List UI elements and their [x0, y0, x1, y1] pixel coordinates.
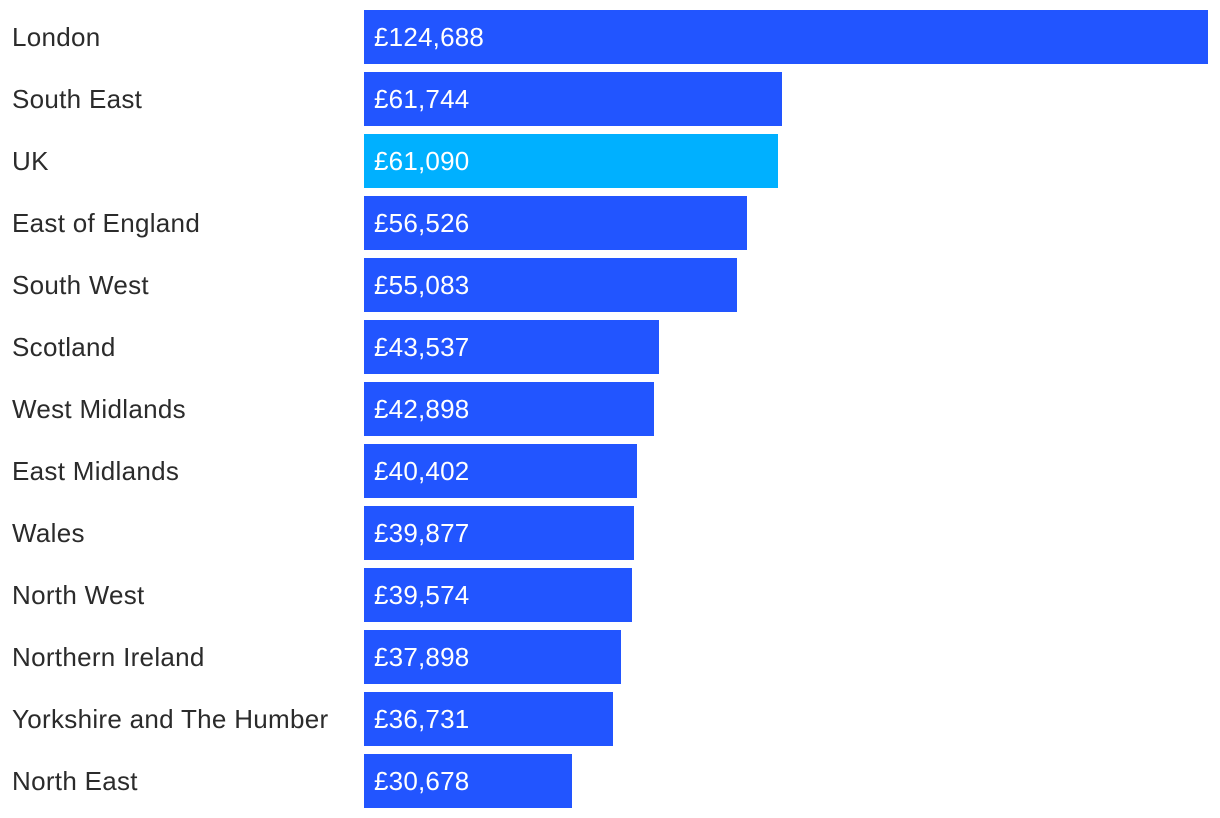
bar-value-label: £37,898: [374, 642, 470, 672]
category-label: South West: [12, 270, 149, 300]
category-label: Northern Ireland: [12, 642, 205, 672]
bar: [364, 382, 654, 436]
bar-value-label: £30,678: [374, 766, 470, 796]
category-label: South East: [12, 84, 143, 114]
bar-value-label: £124,688: [374, 22, 485, 52]
bar: [364, 444, 637, 498]
category-label: North East: [12, 766, 138, 796]
bar-value-label: £61,090: [374, 146, 470, 176]
bar-value-label: £61,744: [374, 84, 470, 114]
bar-value-label: £43,537: [374, 332, 470, 362]
bar: [364, 196, 747, 250]
bar: [364, 134, 778, 188]
category-label: Yorkshire and The Humber: [12, 704, 329, 734]
category-label: East Midlands: [12, 456, 180, 486]
bar-value-label: £56,526: [374, 208, 470, 238]
bar: [364, 258, 737, 312]
category-label: UK: [12, 146, 49, 176]
category-label: North West: [12, 580, 145, 610]
bar-value-label: £55,083: [374, 270, 470, 300]
bar-value-label: £40,402: [374, 456, 470, 486]
bar: [364, 568, 632, 622]
category-label: Scotland: [12, 332, 116, 362]
category-label: West Midlands: [12, 394, 186, 424]
bar-value-label: £36,731: [374, 704, 470, 734]
bar: [364, 320, 659, 374]
bar: [364, 10, 1208, 64]
category-label: London: [12, 22, 101, 52]
bar: [364, 506, 634, 560]
bar-value-label: £42,898: [374, 394, 470, 424]
category-label: East of England: [12, 208, 201, 238]
bar-value-label: £39,877: [374, 518, 470, 548]
bar-value-label: £39,574: [374, 580, 470, 610]
category-label: Wales: [12, 518, 85, 548]
bar: [364, 692, 613, 746]
bar: [364, 72, 782, 126]
bar: [364, 630, 621, 684]
bar: [364, 754, 572, 808]
